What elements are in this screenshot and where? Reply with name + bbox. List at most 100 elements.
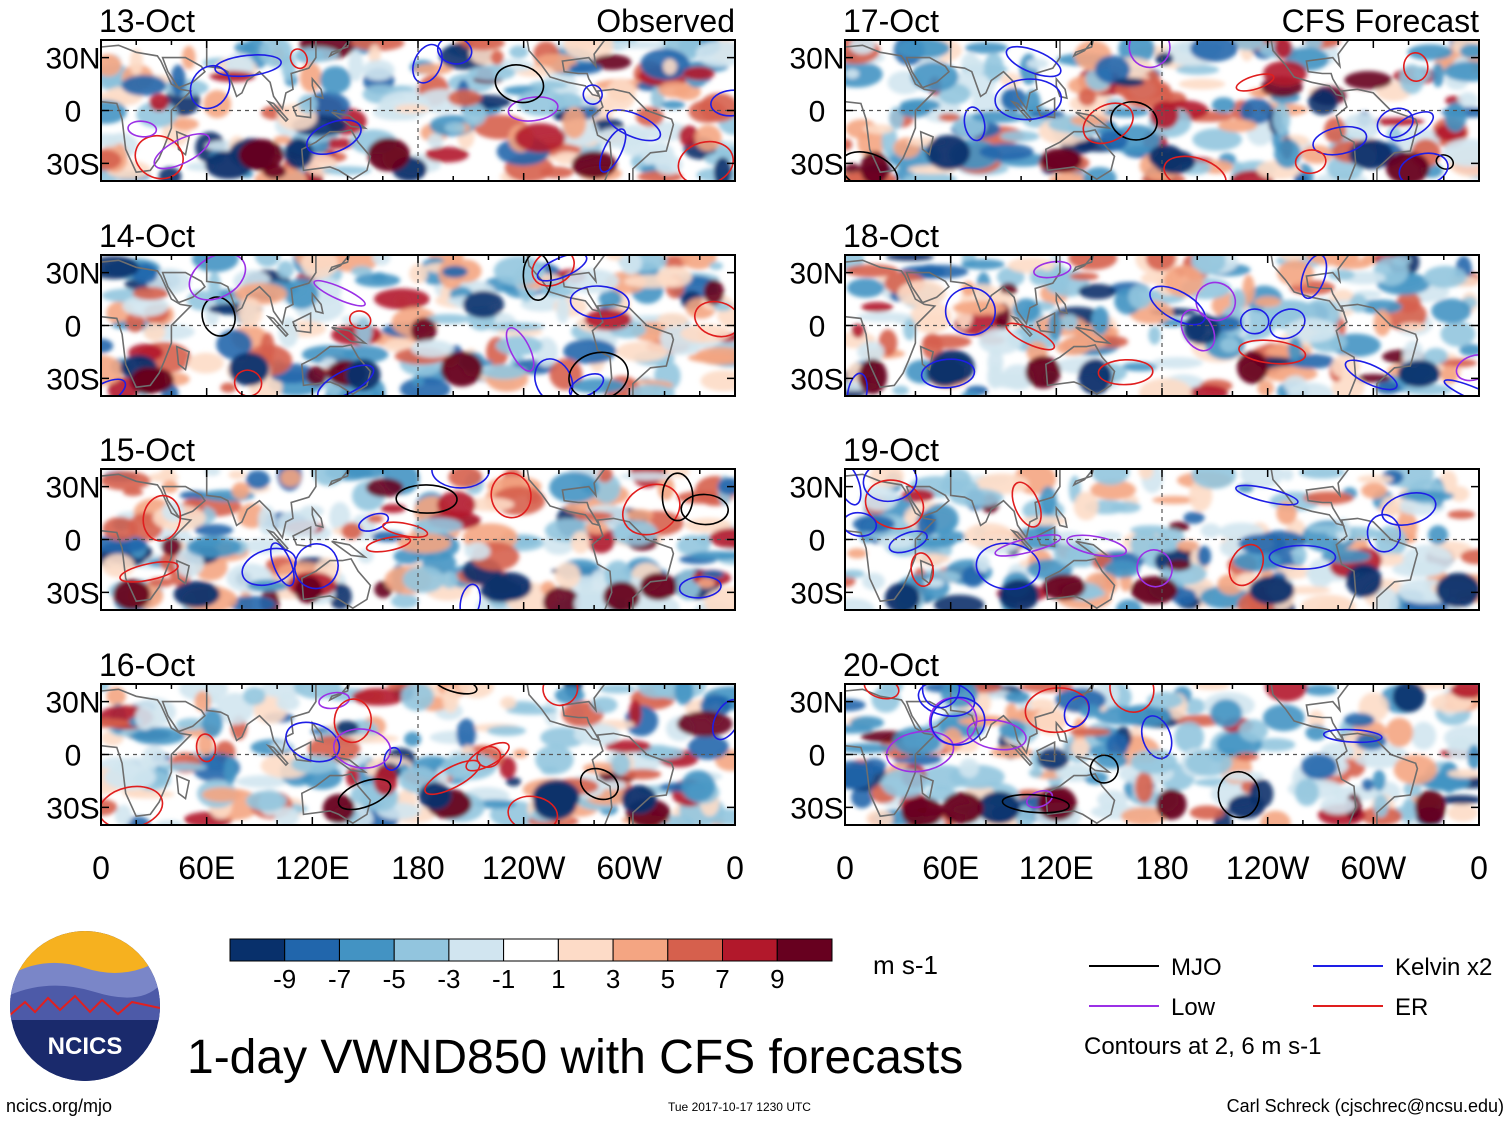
y-tick-label: 30N [45, 43, 100, 76]
colorbar-tick-label: 3 [606, 964, 620, 994]
legend-label: Low [1171, 994, 1216, 1021]
x-tick-label: 60E [922, 850, 979, 886]
panel-14-oct: 30N 0 30S 14-Oct [45, 218, 736, 397]
contour-note: Contours at 2, 6 m s-1 [1084, 1033, 1321, 1060]
panel-13-oct-field [101, 40, 735, 181]
y-tick-label: 30S [46, 577, 99, 610]
y-tick-label: 30S [790, 363, 843, 396]
panel-17-oct-land [845, 40, 1419, 181]
y-tick-label: 30N [789, 43, 844, 76]
panel-16-oct-field [101, 684, 735, 825]
colorbar-units: m s-1 [873, 950, 938, 980]
colorbar-tick-label: -9 [273, 964, 296, 994]
y-tick-label: 30N [789, 472, 844, 505]
y-tick-label: 0 [809, 525, 826, 558]
panel-13-oct: 30N 0 30S 13-Oct Observed [45, 3, 736, 182]
panel-15-oct-contours [119, 469, 729, 610]
timestamp: Tue 2017-10-17 1230 UTC [668, 1100, 811, 1114]
colorbar-tick-label: -7 [328, 964, 351, 994]
panel-19-oct-field [845, 469, 1479, 610]
y-tick-label: 0 [65, 311, 82, 344]
y-tick-label: 0 [65, 525, 82, 558]
chart-title: 1-day VWND850 with CFS forecasts [187, 1031, 963, 1084]
y-tick-label: 0 [65, 740, 82, 773]
colorbar-tick-label: 1 [551, 964, 565, 994]
y-tick-label: 30S [46, 363, 99, 396]
x-axis: 0 60E 120E 180 120W 60W 0 0 60E 120E 180 120W 60W 0 [92, 850, 1488, 886]
panel-19-oct: 30N 0 30S 19-Oct [789, 432, 1480, 611]
panel-20-oct-contours [863, 684, 1383, 819]
colorbar-swatch [612, 938, 669, 962]
panel-date-label: 18-Oct [843, 218, 939, 254]
colorbar-swatch [393, 938, 450, 962]
panel-18-oct-field [845, 255, 1479, 396]
colorbar-tick-label: 7 [715, 964, 729, 994]
y-tick-label: 0 [809, 311, 826, 344]
panel-20-oct: 30N 0 30S 20-Oct [789, 647, 1480, 826]
logo-text: NCICS [48, 1033, 123, 1060]
colorbar-swatch [503, 938, 559, 962]
y-tick-label: 30N [45, 258, 100, 291]
panel-date-label: 14-Oct [99, 218, 195, 254]
panel-date-label: 20-Oct [843, 647, 939, 683]
x-tick-label: 180 [391, 850, 444, 886]
colorbar-tick-label: -1 [492, 964, 515, 994]
y-tick-label: 30N [789, 687, 844, 720]
panel-18-oct-land [845, 255, 1419, 396]
colorbar-tick-label: 9 [770, 964, 784, 994]
x-tick-label: 120E [275, 850, 350, 886]
y-tick-label: 30N [45, 687, 100, 720]
colorbar-tick-label: 5 [661, 964, 675, 994]
colorbar-swatch [722, 938, 778, 962]
column-header: CFS Forecast [1282, 3, 1479, 39]
legend-label: MJO [1171, 954, 1222, 981]
colorbar-swatch [448, 938, 505, 962]
y-tick-label: 30S [790, 148, 843, 181]
panel-15-oct: 30N 0 30S 15-Oct [45, 432, 736, 611]
panel-date-label: 13-Oct [99, 3, 195, 39]
panel-date-label: 17-Oct [843, 3, 939, 39]
x-tick-label: 0 [836, 850, 854, 886]
panel-17-oct-contours [845, 40, 1455, 181]
panel-18-oct: 30N 0 30S 18-Oct [789, 218, 1480, 397]
y-tick-label: 0 [809, 740, 826, 773]
author-credit: Carl Schreck (cjschrec@ncsu.edu) [1227, 1096, 1504, 1116]
colorbar-swatch [229, 938, 286, 962]
x-tick-label: 120W [1226, 850, 1310, 886]
y-tick-label: 30N [789, 258, 844, 291]
panel-18-oct-contours [846, 255, 1479, 396]
panel-15-oct-field [101, 469, 735, 610]
panel-date-label: 15-Oct [99, 432, 195, 468]
colorbar: -9 -7 -5 -3 -1 1 3 5 7 9 [229, 938, 833, 994]
panel-17-oct: 30N 0 30S 17-Oct CFS Forecast [789, 3, 1480, 182]
y-tick-label: 30N [45, 472, 100, 505]
logo-artwork [10, 931, 160, 1081]
x-tick-label: 0 [726, 850, 744, 886]
legend: MJO Kelvin x2 Low ER [1089, 954, 1492, 1021]
x-tick-label: 60E [178, 850, 235, 886]
panel-16-oct-land [101, 684, 675, 825]
colorbar-swatch [667, 938, 723, 962]
panel-14-oct-land [101, 255, 675, 396]
site-link[interactable]: ncics.org/mjo [6, 1096, 112, 1116]
x-tick-label: 0 [92, 850, 110, 886]
x-tick-label: 120W [482, 850, 566, 886]
legend-label: Kelvin x2 [1395, 954, 1492, 981]
y-tick-label: 0 [809, 96, 826, 129]
panel-13-oct-contours [127, 40, 735, 181]
panel-14-oct-field [101, 255, 735, 396]
colorbar-swatch [284, 938, 340, 962]
x-tick-label: 60W [596, 850, 663, 886]
colorbar-swatch [339, 938, 395, 962]
y-tick-label: 30S [790, 577, 843, 610]
ncics-logo: NCICS [10, 931, 160, 1081]
panel-16-oct: 30N 0 30S 16-Oct [45, 647, 736, 826]
colorbar-tick-label: -3 [437, 964, 460, 994]
x-tick-label: 120E [1019, 850, 1094, 886]
x-tick-label: 0 [1470, 850, 1488, 886]
legend-label: ER [1395, 994, 1428, 1021]
y-tick-label: 30S [46, 792, 99, 825]
x-tick-label: 180 [1135, 850, 1188, 886]
